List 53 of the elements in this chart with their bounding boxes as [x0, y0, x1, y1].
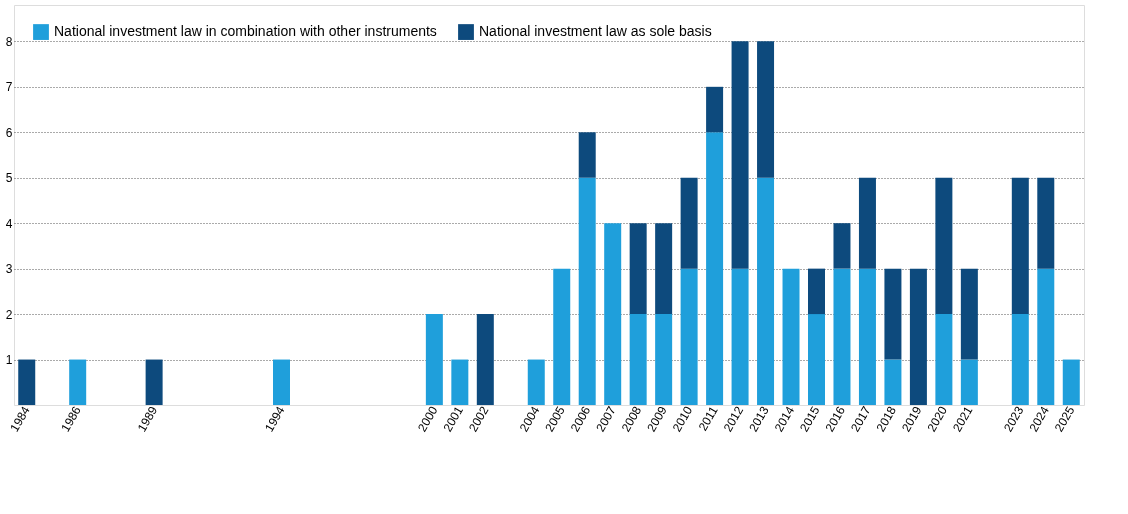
y-tick-label: 7 — [5, 80, 13, 95]
bar — [833, 223, 851, 269]
bar — [935, 177, 953, 315]
y-tick-label: 8 — [5, 34, 13, 49]
bar — [706, 86, 724, 133]
bar — [935, 314, 953, 405]
bar — [553, 268, 571, 405]
legend-label: National investment law in combination with other instruments — [54, 23, 437, 40]
bar — [451, 359, 469, 405]
y-tick-label: 5 — [5, 171, 13, 186]
bar — [578, 132, 596, 178]
bar — [731, 268, 749, 405]
bar — [731, 41, 749, 269]
bar — [629, 223, 647, 315]
bar — [1011, 177, 1029, 315]
bar — [18, 359, 36, 405]
bar — [808, 314, 825, 405]
bar — [629, 314, 647, 405]
bar — [578, 177, 596, 405]
bar — [604, 223, 622, 405]
bar — [808, 268, 825, 315]
bar — [884, 268, 902, 360]
bar — [757, 41, 775, 178]
bar — [69, 359, 87, 405]
bar — [476, 314, 494, 405]
bar — [1011, 314, 1029, 405]
bar — [655, 223, 673, 315]
bar — [680, 177, 698, 269]
legend-label: National investment law as sole basis — [479, 23, 712, 40]
bar — [909, 268, 927, 405]
bar — [960, 359, 978, 405]
bar — [858, 177, 876, 269]
bar — [884, 359, 902, 405]
y-tick-label: 4 — [5, 216, 13, 231]
bar — [782, 268, 800, 405]
bar — [757, 177, 775, 405]
bar — [680, 268, 698, 405]
bar — [833, 268, 851, 405]
y-tick-label: 1 — [5, 353, 13, 368]
y-tick-label: 2 — [5, 307, 13, 322]
bar — [1037, 177, 1055, 269]
bar — [1037, 268, 1055, 405]
bar — [145, 359, 163, 405]
bar — [1062, 359, 1080, 405]
bar — [655, 314, 673, 405]
y-tick-label: 3 — [5, 262, 13, 277]
bar — [273, 359, 290, 405]
bar — [960, 268, 978, 360]
bar — [527, 359, 545, 405]
bar — [425, 314, 443, 405]
bar — [706, 132, 724, 405]
y-tick-label: 6 — [5, 125, 13, 140]
bar — [858, 268, 876, 405]
